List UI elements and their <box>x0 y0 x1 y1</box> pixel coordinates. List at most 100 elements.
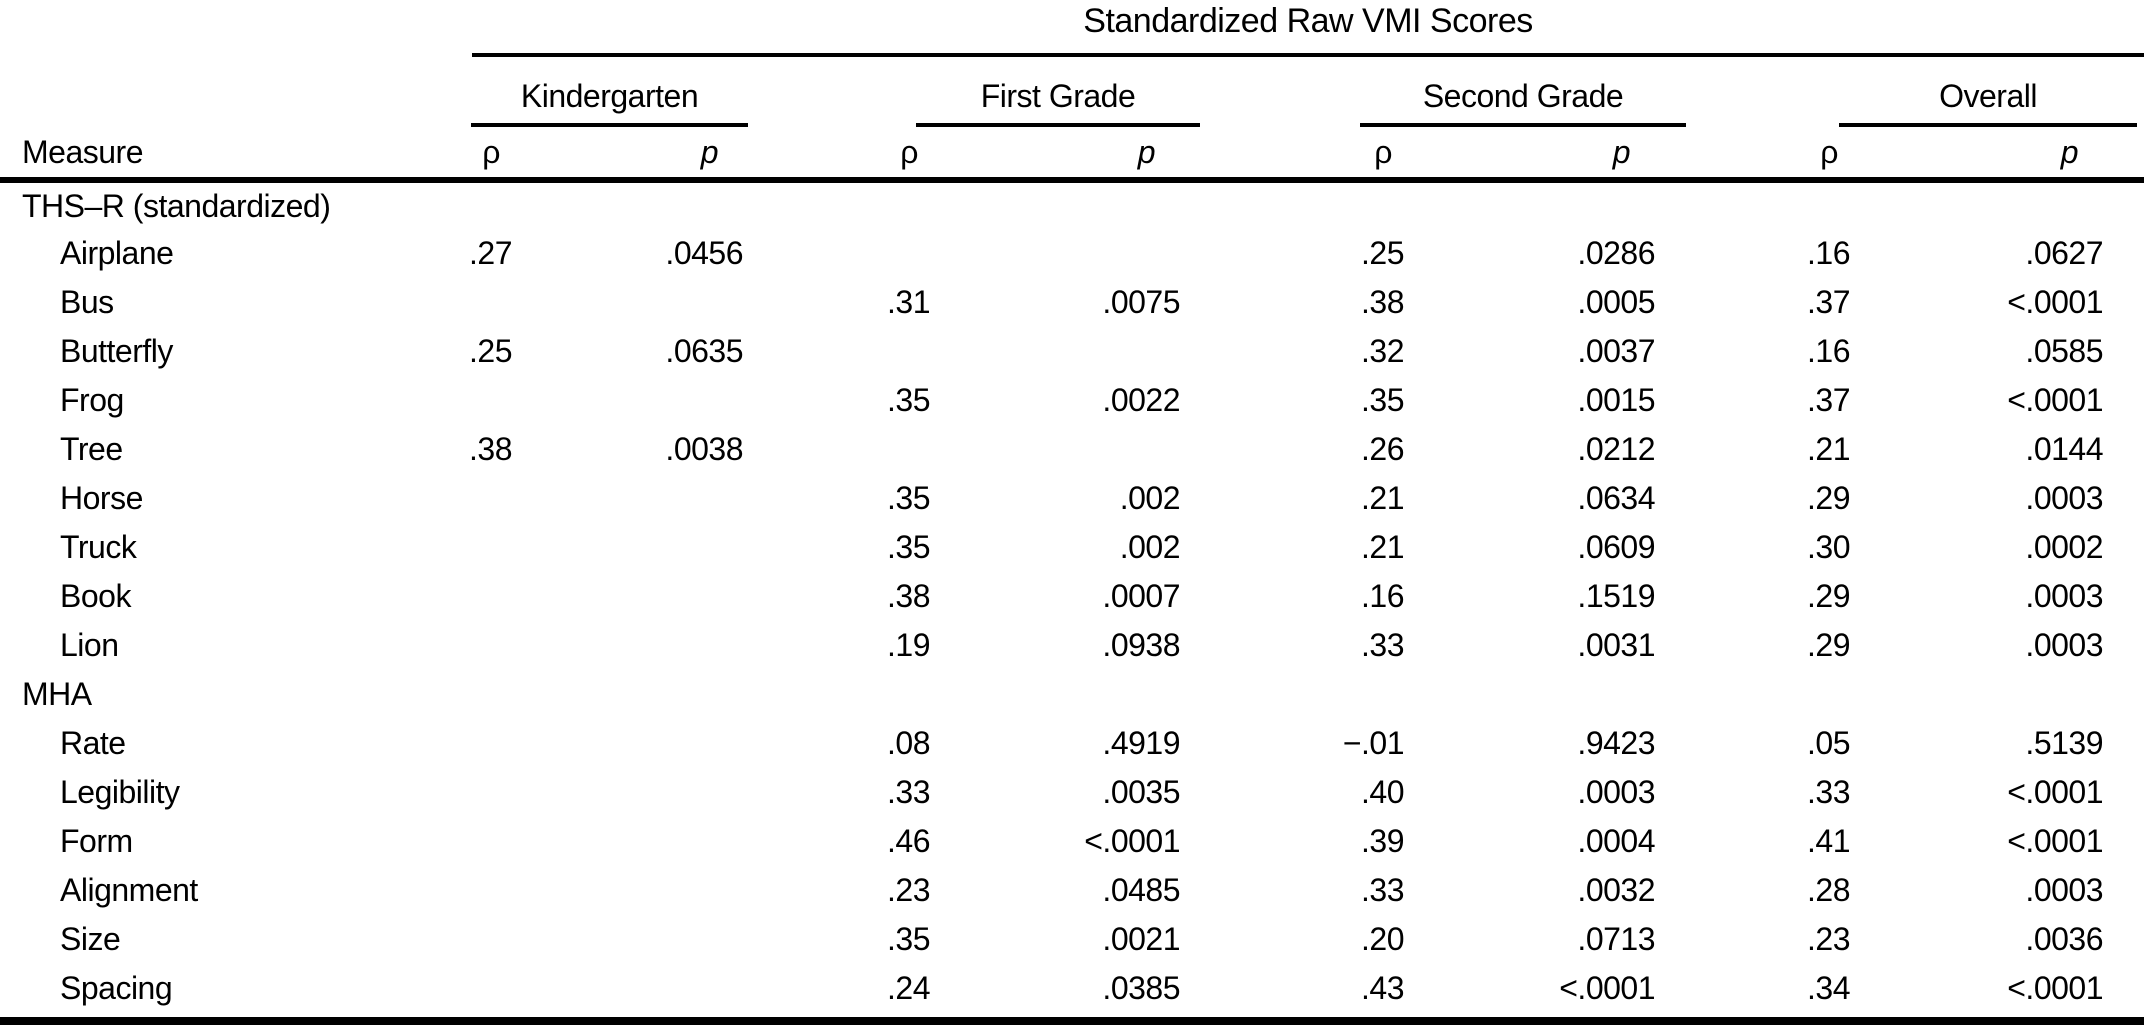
table-row: Lion .19 .0938 .33 .0031 .29 .0003 <box>0 621 2144 670</box>
rho-value-cell: .25 <box>1361 235 1404 271</box>
p-value-cell <box>520 915 748 964</box>
p-value-cell <box>520 180 748 229</box>
rho-value-cell: .38 <box>887 578 930 614</box>
table-title: Standardized Raw VMI Scores <box>1083 2 1533 40</box>
rho-value-cell: .23 <box>1807 921 1850 957</box>
measure-label-cell: Form <box>60 823 133 859</box>
rho-value-cell: .30 <box>1807 529 1850 565</box>
rho-value-cell <box>455 964 520 1013</box>
rho-value-cell: −.01 <box>1342 725 1405 761</box>
p-value-cell <box>520 621 748 670</box>
spacer-cell <box>2108 523 2144 572</box>
p-value-cell: <.0001 <box>2007 774 2103 810</box>
rho-value-cell: .37 <box>1807 284 1850 320</box>
p-value-cell: .0385 <box>1102 970 1180 1006</box>
rho-value-cell <box>748 670 938 719</box>
rho-value-cell: .35 <box>887 382 930 418</box>
p-value-cell: .0485 <box>1102 872 1180 908</box>
group-header-overall: Overall <box>1660 57 2144 127</box>
measure-label-cell: Rate <box>60 725 126 761</box>
rho-value-cell: .29 <box>1807 480 1850 516</box>
p-value-cell: <.0001 <box>1084 823 1180 859</box>
group-left-gap <box>0 57 455 127</box>
measure-label-cell: Book <box>60 578 131 614</box>
measure-label-cell: Frog <box>60 382 124 418</box>
table-row: Book .38 .0007 .16 .1519 .29 .0003 <box>0 572 2144 621</box>
rho-value-cell: .21 <box>1361 480 1404 516</box>
p-value-cell: .002 <box>1119 529 1181 565</box>
rho-value-cell: .43 <box>1361 970 1404 1006</box>
rho-value-cell: .33 <box>1361 872 1404 908</box>
title-left-gap <box>0 0 455 57</box>
rho-value-cell <box>455 768 520 817</box>
p-value-cell: <.0001 <box>2007 970 2103 1006</box>
p-value-cell <box>520 376 748 425</box>
p-value-cell: .0003 <box>2025 627 2103 663</box>
bottom-rule <box>0 1017 2144 1025</box>
rho-value-cell: .28 <box>1807 872 1850 908</box>
rho-value-cell: .32 <box>1361 333 1404 369</box>
group-header-kindergarten: Kindergarten <box>455 57 748 127</box>
rho-value-cell: .35 <box>1361 382 1404 418</box>
rho-value-cell: .19 <box>887 627 930 663</box>
p-column-header: p <box>520 127 748 183</box>
table-spanner-cell: Standardized Raw VMI Scores <box>455 0 2144 57</box>
p-value-cell: .0004 <box>1577 823 1655 859</box>
table-row: MHA <box>0 670 2144 719</box>
measure-label-cell: Horse <box>60 480 143 516</box>
p-value-cell <box>1412 670 1660 719</box>
p-value-cell: .1519 <box>1577 578 1655 614</box>
rho-value-cell: .33 <box>887 774 930 810</box>
rho-column-header: ρ <box>748 127 938 183</box>
measure-label-cell: Butterfly <box>60 333 173 369</box>
p-value-cell <box>520 278 748 327</box>
rho-value-cell: .16 <box>1361 578 1404 614</box>
p-value-cell: .0635 <box>665 333 743 369</box>
rho-value-cell <box>455 915 520 964</box>
p-column-header: p <box>938 127 1185 183</box>
group-label: Overall <box>1939 78 2037 114</box>
rho-value-cell: .35 <box>887 480 930 516</box>
rho-value-cell: .40 <box>1361 774 1404 810</box>
spacer-cell <box>2108 376 2144 425</box>
table-row: Rate .08 .4919 −.01 .9423 .05 .5139 <box>0 719 2144 768</box>
spacer-header <box>2108 127 2144 183</box>
group-header-row: Kindergarten First Grade Second Grade Ov… <box>0 57 2144 127</box>
group-header-first-grade: First Grade <box>748 57 1200 127</box>
rho-value-cell <box>1660 180 1858 229</box>
table-row: Airplane .27 .0456 .25 .0286 .16 .0627 <box>0 229 2144 278</box>
p-value-cell: .0031 <box>1577 627 1655 663</box>
table-row: Tree .38 .0038 .26 .0212 .21 .0144 <box>0 425 2144 474</box>
rho-value-cell: .27 <box>469 235 512 271</box>
spacer-cell <box>2108 866 2144 915</box>
p-value-cell <box>938 327 1185 376</box>
p-value-cell: .0212 <box>1577 431 1655 467</box>
rho-value-cell: .46 <box>887 823 930 859</box>
p-value-cell: .5139 <box>2025 725 2103 761</box>
rho-value-cell: .26 <box>1361 431 1404 467</box>
rho-value-cell: .29 <box>1807 627 1850 663</box>
table-row: Alignment .23 .0485 .33 .0032 .28 .0003 <box>0 866 2144 915</box>
p-value-cell <box>520 719 748 768</box>
rho-value-cell: .25 <box>469 333 512 369</box>
measure-label-cell: Size <box>60 921 121 957</box>
measure-label-cell: Spacing <box>60 970 173 1006</box>
spacer-cell <box>2108 768 2144 817</box>
measure-label-cell: Airplane <box>60 235 174 271</box>
p-value-cell: .0038 <box>665 431 743 467</box>
spacer-cell <box>2108 621 2144 670</box>
p-value-cell: .0015 <box>1577 382 1655 418</box>
column-header-row: Measure ρ p ρ p ρ p ρ p <box>0 127 2144 183</box>
spacer-cell <box>2108 915 2144 964</box>
group-underline: Second Grade <box>1360 78 1686 127</box>
rho-value-cell <box>1185 180 1412 229</box>
p-value-cell <box>938 180 1185 229</box>
rho-value-cell: .23 <box>887 872 930 908</box>
p-value-cell: .0713 <box>1577 921 1655 957</box>
table-row: Bus .31 .0075 .38 .0005 .37 <.0001 <box>0 278 2144 327</box>
p-value-cell: .0627 <box>2025 235 2103 271</box>
p-value-cell: .0022 <box>1102 382 1180 418</box>
measure-label-cell: Tree <box>60 431 123 467</box>
measure-label-cell: Truck <box>60 529 137 565</box>
spacer-cell <box>2108 229 2144 278</box>
